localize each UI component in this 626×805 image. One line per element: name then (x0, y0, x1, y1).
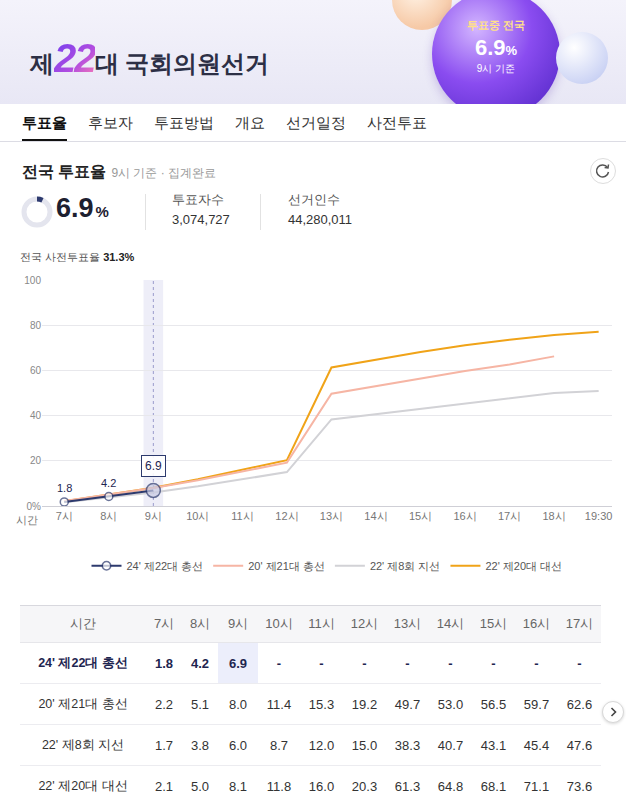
html-text:40.7: 40.7 (437, 737, 464, 753)
html-text:6.9%: 6.9% (56, 193, 109, 223)
svg-text:7시: 7시 (56, 510, 73, 522)
svg-text:60: 60 (30, 365, 42, 376)
html-text:후보자: 후보자 (88, 114, 133, 131)
html-text:15.0: 15.0 (351, 737, 378, 753)
svg-text:6.9: 6.9 (145, 459, 162, 473)
html-text:5.1: 5.1 (191, 696, 209, 712)
html-text:투표자수: 투표자수 (172, 192, 224, 207)
html-text:11시: 11시 (308, 616, 335, 631)
svg-text:18시: 18시 (542, 510, 565, 522)
html-text:71.1: 71.1 (523, 778, 550, 794)
svg-text:80: 80 (30, 320, 42, 331)
html-text:사전투표: 사전투표 (367, 114, 427, 131)
html-text:1.7: 1.7 (155, 737, 173, 753)
svg-text:0%: 0% (27, 501, 42, 512)
html-text:투표방법: 투표방법 (154, 114, 214, 131)
html-text:시간: 시간 (70, 616, 96, 631)
html-text:투표율: 투표율 (22, 114, 67, 131)
html-text:62.6: 62.6 (566, 696, 593, 712)
html-text:6.0: 6.0 (229, 737, 247, 753)
html-text:8시: 8시 (189, 616, 211, 631)
html-text:43.1: 43.1 (480, 737, 507, 753)
html-text:8.7: 8.7 (270, 737, 288, 753)
svg-text:22' 제20대 대선: 22' 제20대 대선 (485, 560, 562, 572)
svg-text:19:30: 19:30 (585, 510, 613, 522)
svg-text:20: 20 (30, 455, 42, 466)
html-text:9시: 9시 (227, 616, 249, 631)
html-text:10시: 10시 (265, 616, 293, 631)
svg-text:17시: 17시 (498, 510, 521, 522)
html-text:5.0: 5.0 (191, 778, 209, 794)
html-text:2.1: 2.1 (155, 778, 173, 794)
svg-text:13시: 13시 (320, 510, 343, 522)
html-text:68.1: 68.1 (480, 778, 507, 794)
html-text:3,074,727: 3,074,727 (172, 212, 230, 227)
svg-text:22' 제8회 지선: 22' 제8회 지선 (370, 560, 441, 572)
svg-text:15시: 15시 (409, 510, 432, 522)
svg-text:40: 40 (30, 410, 42, 421)
html-text:20' 제21대 총선: 20' 제21대 총선 (38, 696, 128, 711)
html-text:20.3: 20.3 (351, 778, 378, 794)
svg-text:14시: 14시 (364, 510, 387, 522)
svg-text:10시: 10시 (186, 510, 209, 522)
html-text:8.0: 8.0 (229, 696, 247, 712)
html-text:73.6: 73.6 (566, 778, 593, 794)
html-text:11.8: 11.8 (266, 778, 292, 794)
svg-text:1.8: 1.8 (57, 482, 72, 494)
html-text:9시 기준: 9시 기준 (476, 63, 516, 74)
html-text:45.4: 45.4 (523, 737, 550, 753)
html-text:전국 사전투표율31.3%: 전국 사전투표율31.3% (20, 251, 135, 263)
svg-text:8시: 8시 (100, 510, 117, 522)
html-text:개요: 개요 (235, 114, 265, 131)
html-text:11.4: 11.4 (266, 696, 292, 712)
html-text:49.7: 49.7 (394, 696, 421, 712)
html-text:6.9: 6.9 (229, 655, 247, 671)
html-text:16.0: 16.0 (308, 778, 335, 794)
svg-text:16시: 16시 (453, 510, 476, 522)
html-text:3.8: 3.8 (191, 737, 209, 753)
html-text:선거일정: 선거일정 (286, 114, 346, 131)
html-text:24' 제22대 총선: 24' 제22대 총선 (38, 655, 128, 670)
html-text:선거인수: 선거인수 (288, 192, 340, 207)
html-text:22' 제20대 대선: 22' 제20대 대선 (38, 778, 128, 793)
html-text:전국 투표율 9시 기준 · 집계완료: 전국 투표율 9시 기준 · 집계완료 (22, 163, 217, 180)
svg-text:100: 100 (24, 275, 41, 286)
svg-text:20' 제21대 총선: 20' 제21대 총선 (248, 560, 325, 572)
svg-text:12시: 12시 (275, 510, 298, 522)
html-text:53.0: 53.0 (437, 696, 464, 712)
svg-text:시간: 시간 (16, 514, 38, 526)
svg-text:9시: 9시 (145, 510, 162, 522)
html-text:44,280,011: 44,280,011 (288, 212, 353, 227)
html-text:38.3: 38.3 (394, 737, 421, 753)
svg-text:11시: 11시 (231, 510, 253, 522)
html-text:47.6: 47.6 (566, 737, 593, 753)
svg-text:4.2: 4.2 (101, 477, 116, 489)
html-text:1.8: 1.8 (155, 655, 173, 671)
html-text:6.9%: 6.9% (474, 35, 518, 60)
html-text:64.8: 64.8 (437, 778, 464, 794)
html-text:19.2: 19.2 (351, 696, 378, 712)
html-text:2.2: 2.2 (155, 696, 173, 712)
html-text:8.1: 8.1 (229, 778, 247, 794)
html-text:12시: 12시 (350, 616, 379, 631)
html-text:15시: 15시 (479, 616, 508, 631)
html-text:17시: 17시 (565, 616, 594, 631)
html-text:14시: 14시 (436, 616, 465, 631)
html-text:16시: 16시 (522, 616, 551, 631)
html-text:제22대 국회의원선거: 제22대 국회의원선거 (30, 36, 270, 80)
html-text:13시: 13시 (393, 616, 422, 631)
svg-text:24' 제22대 총선: 24' 제22대 총선 (127, 560, 204, 572)
html-text:투표중 전국: 투표중 전국 (467, 19, 525, 31)
html-text:22' 제8회 지선: 22' 제8회 지선 (41, 737, 125, 752)
html-text:59.7: 59.7 (523, 696, 550, 712)
html-text:12.0: 12.0 (308, 737, 335, 753)
html-text:61.3: 61.3 (394, 778, 421, 794)
html-text:7시: 7시 (153, 616, 175, 631)
html-text:56.5: 56.5 (480, 696, 507, 712)
html-text:4.2: 4.2 (191, 655, 209, 671)
html-text:15.3: 15.3 (308, 696, 335, 712)
